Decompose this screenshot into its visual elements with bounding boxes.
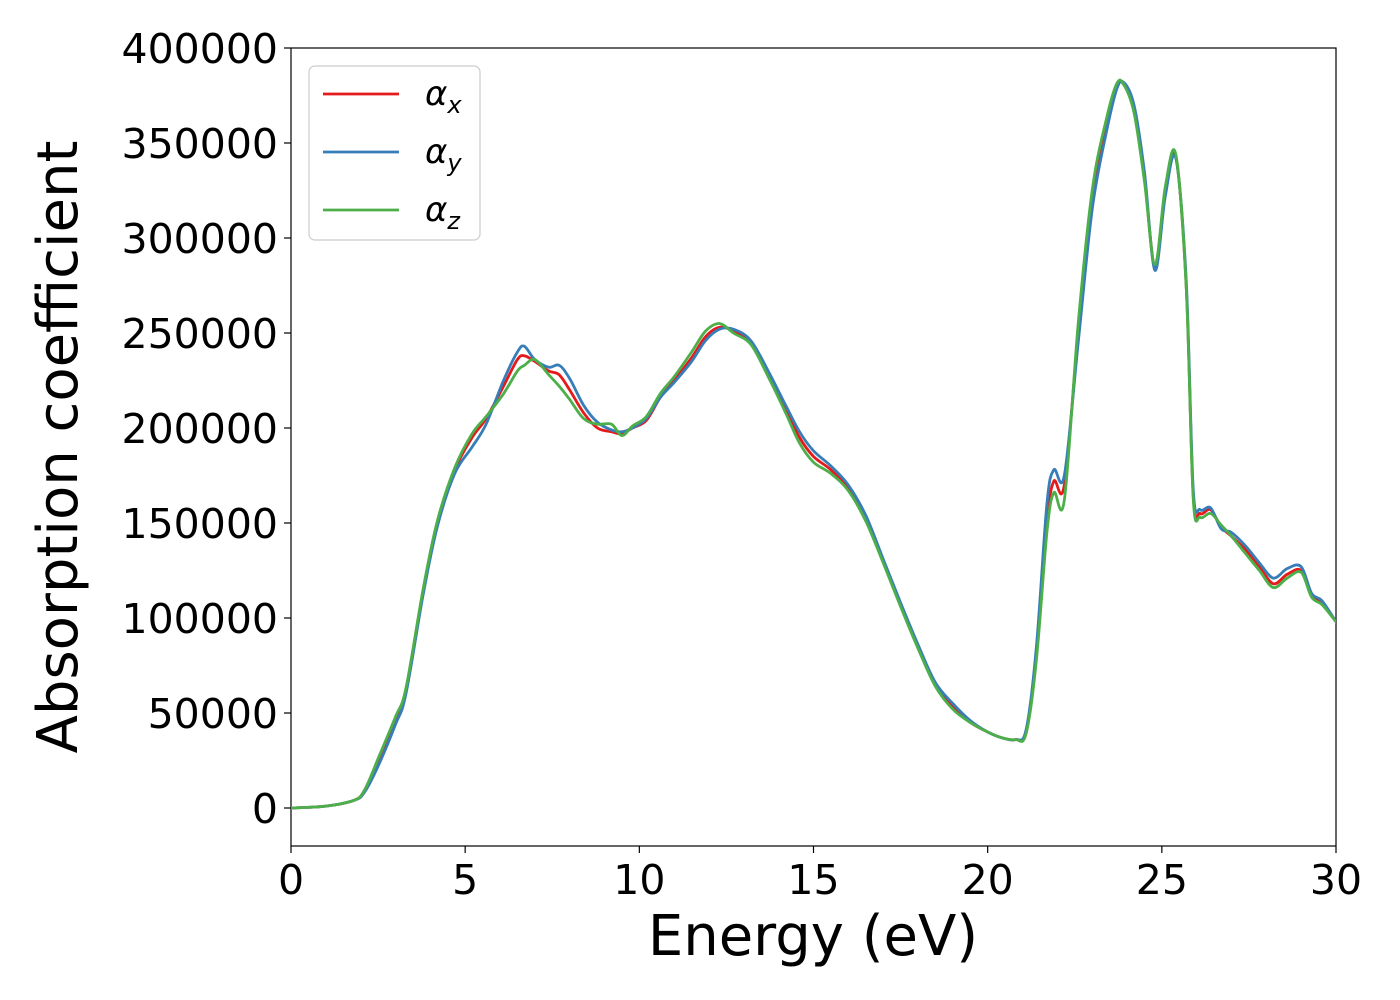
y-tick-label: 350000 (121, 120, 278, 168)
series-line-2 (291, 78, 1336, 810)
y-tick-label: 300000 (121, 215, 278, 263)
y-tick-label: 100000 (121, 595, 278, 643)
x-axis: 0 5 10 15 20 25 30 (278, 846, 1362, 904)
legend: αx αy αz (308, 65, 481, 241)
x-axis-label: Energy (eV) (648, 904, 978, 969)
legend-label-2: αz (425, 190, 461, 235)
y-tick-label: 400000 (121, 25, 278, 73)
x-tick-label: 10 (613, 856, 665, 904)
y-tick-label: 250000 (121, 310, 278, 358)
legend-label-0: αx (425, 74, 462, 119)
y-tick-label: 150000 (121, 500, 278, 548)
x-tick-label: 30 (1310, 856, 1362, 904)
legend-label-1: αy (425, 132, 462, 177)
y-axis-label: Absorption coefficient (26, 141, 91, 754)
x-tick-label: 15 (787, 856, 839, 904)
y-axis: 0 50000 100000 150000 200000 250000 300000 3500… (121, 25, 291, 833)
y-tick-label: 50000 (148, 690, 278, 738)
x-tick-label: 20 (962, 856, 1014, 904)
y-tick-label: 0 (252, 785, 278, 833)
x-tick-label: 25 (1136, 856, 1188, 904)
x-tick-label: 0 (278, 856, 304, 904)
series-layer (291, 78, 1336, 810)
y-tick-label: 200000 (121, 405, 278, 453)
x-tick-label: 5 (452, 856, 478, 904)
